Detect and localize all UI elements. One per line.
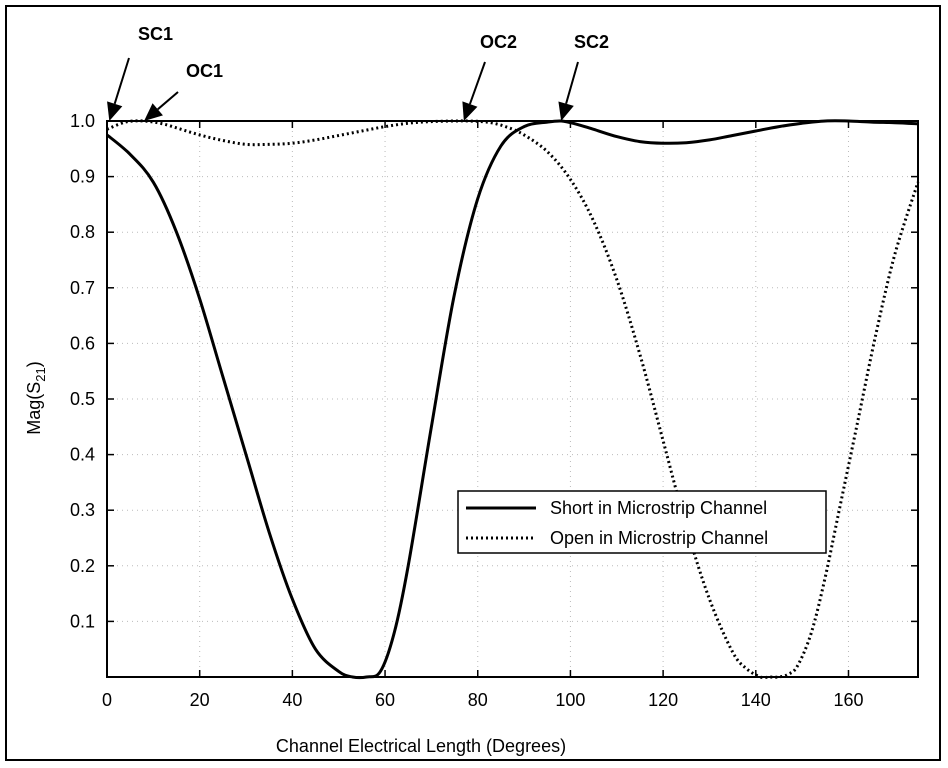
y-tick-label: 0.6 — [70, 333, 95, 353]
annotation-arrow-head — [558, 101, 574, 121]
annotation-arrow-head — [462, 101, 478, 121]
y-tick-label: 0.1 — [70, 611, 95, 631]
y-tick-label: 0.3 — [70, 500, 95, 520]
annotation-label: SC1 — [138, 24, 173, 44]
x-tick-label: 0 — [102, 690, 112, 710]
y-tick-label: 0.9 — [70, 167, 95, 187]
legend: Short in Microstrip Channel Open in Micr… — [457, 490, 827, 554]
legend-box — [457, 490, 827, 554]
annotation-arrow-head — [107, 101, 123, 121]
annotation-arrow-shaft — [157, 91, 179, 111]
annotation-arrow-head — [144, 103, 163, 121]
y-axis-label-main: Mag(S — [24, 382, 44, 435]
legend-label-short: Short in Microstrip Channel — [550, 498, 767, 518]
y-axis-label-sub: 21 — [33, 367, 48, 381]
figure-frame — [5, 5, 941, 761]
y-tick-label: 1.0 — [70, 111, 95, 131]
annotation-label: SC2 — [574, 32, 609, 52]
x-tick-label: 60 — [375, 690, 395, 710]
series-line-short — [106, 119, 919, 680]
x-tick-label: 120 — [648, 690, 678, 710]
legend-label-open: Open in Microstrip Channel — [550, 528, 768, 548]
grid-lines — [107, 121, 918, 677]
x-tick-label: 40 — [282, 690, 302, 710]
series-line-open — [106, 119, 920, 680]
y-axis-label: Mag(S21) — [24, 361, 48, 434]
x-tick-label: 160 — [833, 690, 863, 710]
y-axis-label-close: ) — [24, 361, 44, 367]
y-tick-label: 0.4 — [70, 445, 95, 465]
y-tick-label: 0.2 — [70, 556, 95, 576]
y-tick-label: 0.5 — [70, 389, 95, 409]
annotation-arrow-shaft — [468, 61, 486, 105]
y-tick-label: 0.8 — [70, 222, 95, 242]
x-tick-label: 20 — [190, 690, 210, 710]
x-axis-label: Channel Electrical Length (Degrees) — [276, 736, 566, 756]
annotation-arrow-shaft — [565, 61, 579, 104]
y-tick-label: 0.7 — [70, 278, 95, 298]
x-tick-label: 80 — [468, 690, 488, 710]
annotation-label: OC1 — [186, 61, 223, 81]
x-tick-label: 140 — [741, 690, 771, 710]
annotation-arrow-shaft — [113, 57, 130, 105]
x-tick-label: 100 — [555, 690, 585, 710]
annotations-group: SC1 OC1 OC2 SC2 — [107, 24, 609, 121]
annotation-label: OC2 — [480, 32, 517, 52]
series-group — [106, 119, 920, 680]
axis-ticks: 0 20 40 60 80 100 120 140 160 0.1 0.2 0.3 0.4 0.5 0.6 0… — [70, 111, 918, 710]
